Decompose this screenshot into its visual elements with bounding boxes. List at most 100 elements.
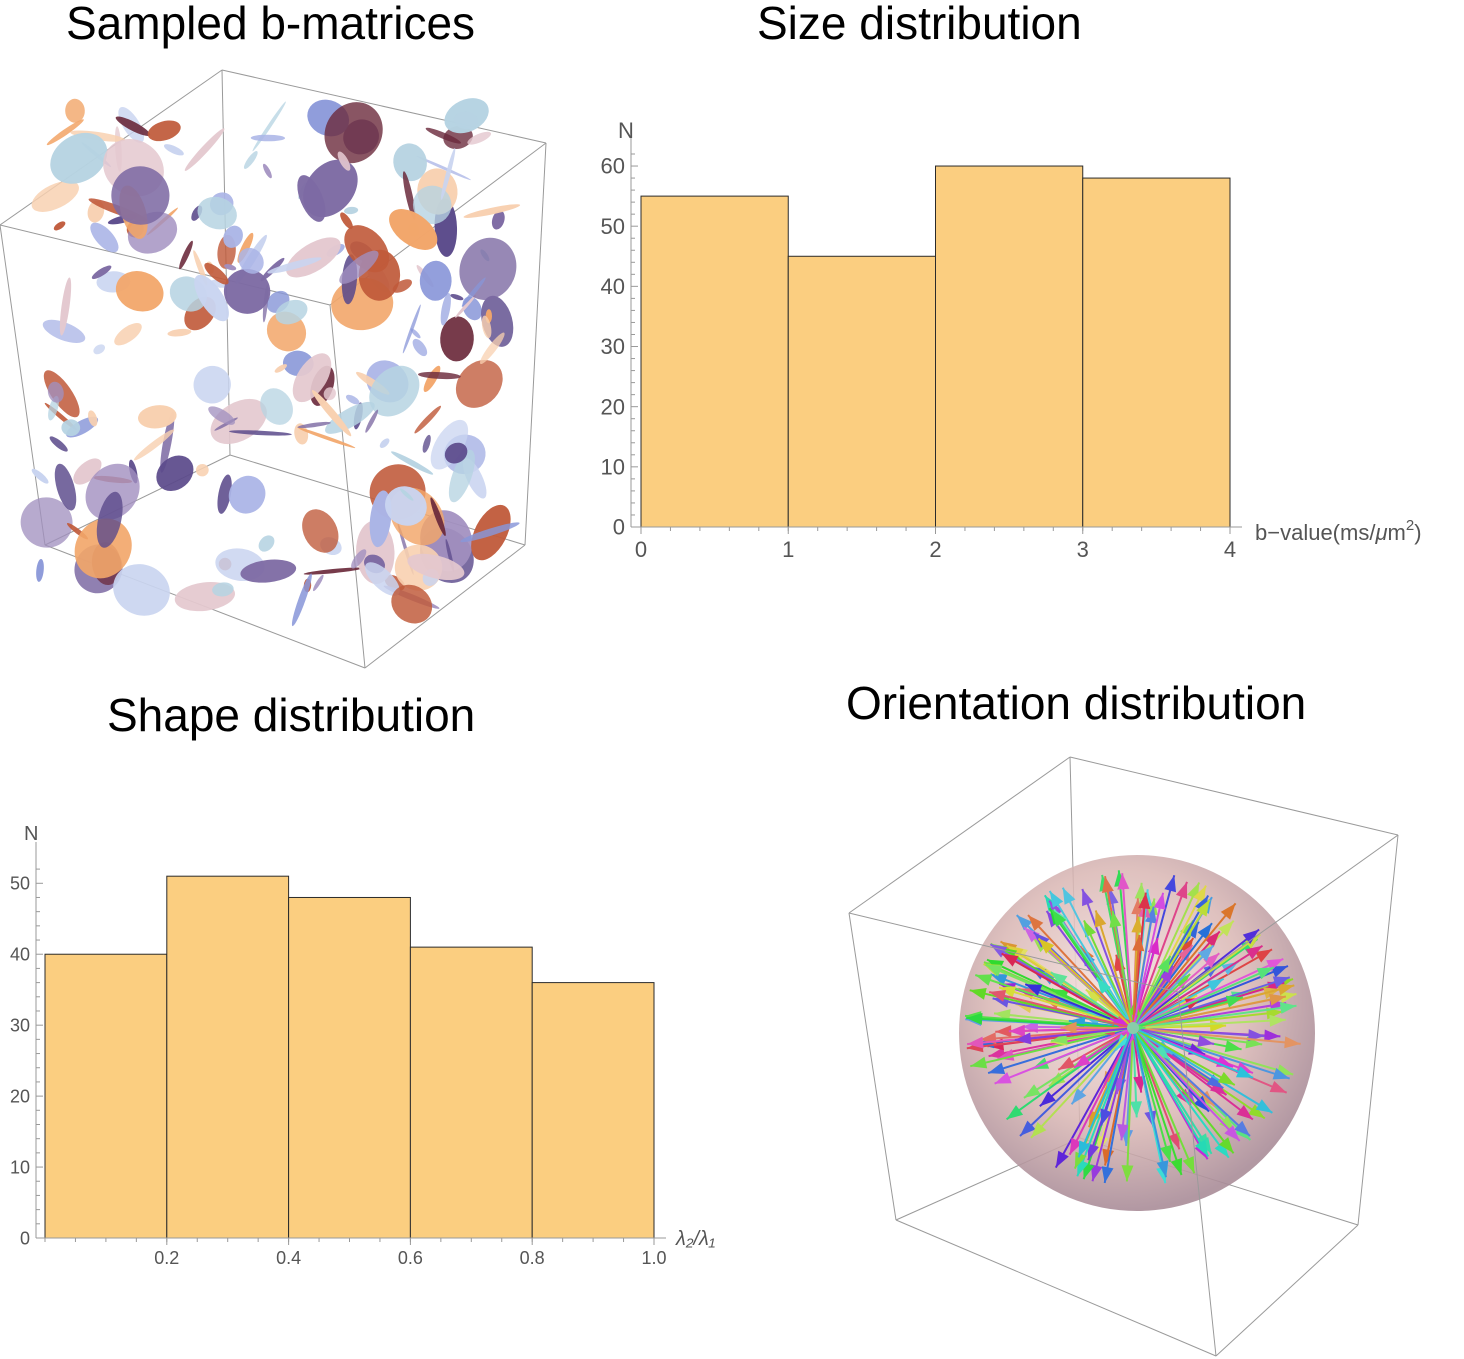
orientation-vector-shaft xyxy=(1132,995,1287,1029)
ellipsoid-glyph xyxy=(303,567,363,575)
shape-bar-4 xyxy=(531,982,655,1239)
ellipsoid-glyph xyxy=(197,196,237,230)
ellipsoid-glyphs xyxy=(20,98,521,627)
orientation-vector-shaft xyxy=(1120,1027,1134,1141)
orientation-vector-head xyxy=(969,988,987,1000)
orientation-vector-head xyxy=(1272,1068,1290,1080)
ellipsoid-glyph xyxy=(419,260,452,301)
orientation-vector-shaft xyxy=(1132,966,1275,1029)
orientation-vector-head xyxy=(1255,1099,1273,1113)
orientation-vector-head xyxy=(1224,1125,1240,1141)
shape-title: Shape distribution xyxy=(107,689,476,741)
orientation-vector-head xyxy=(1170,1157,1183,1175)
orientation-vector-head xyxy=(1217,1071,1235,1085)
orientation-vector-head xyxy=(1159,966,1174,983)
orientation-vector-shaft xyxy=(966,1017,1134,1029)
orientation-vector-head xyxy=(1269,1014,1286,1027)
ellipsoid-glyph xyxy=(147,120,181,142)
ellipsoid-glyph xyxy=(453,111,479,130)
shape-bar-0 xyxy=(44,953,168,1239)
shape-y-tick-label: 30 xyxy=(10,1015,30,1035)
orientation-vector-shaft xyxy=(1132,882,1201,1029)
ellipsoid-glyph xyxy=(184,128,225,171)
orientation-vector-head xyxy=(1050,972,1068,987)
size-axes: 0 10 20 30 40 50 60 0 1 2 3 4 xyxy=(601,134,1242,562)
size-x-tick-label: 0 xyxy=(635,537,647,562)
ellipsoid-glyph xyxy=(389,209,438,250)
orientation-vector-head xyxy=(1197,1035,1215,1047)
orientation-vector-head xyxy=(1014,1032,1032,1045)
orientation-vector-head xyxy=(966,1012,983,1025)
orientation-vector-head xyxy=(1062,887,1076,905)
ellipsoid-glyph xyxy=(49,436,68,452)
ellipsoid-glyph xyxy=(297,175,326,222)
orientation-vector-head xyxy=(988,1062,1006,1074)
shape-x-tick-label: 1.0 xyxy=(641,1248,666,1268)
orientation-vector-shaft xyxy=(1132,1027,1196,1174)
orientation-vector-head xyxy=(1272,976,1290,988)
orientation-vector-head xyxy=(995,1025,1012,1038)
orientation-vector-head xyxy=(1028,915,1044,931)
orientation-vector-head xyxy=(1193,885,1206,903)
orientation-vector-head xyxy=(1131,898,1144,915)
orientation-vector-head xyxy=(1236,1066,1254,1078)
ellipsoid-glyph xyxy=(113,564,170,616)
ellipsoid-glyph xyxy=(61,419,81,437)
shape-bar-1 xyxy=(166,875,290,1239)
ellipsoid-glyph xyxy=(339,250,379,284)
orientation-vector-head xyxy=(1038,938,1055,954)
shape-axes: 0 10 20 30 40 50 0.2 0.4 0.6 0.8 1.0 xyxy=(10,842,667,1268)
orientation-vector-head xyxy=(1132,934,1145,952)
ellipsoid-glyph xyxy=(461,277,486,307)
orientation-vector-shaft xyxy=(1103,1027,1134,1184)
orientation-vector-head xyxy=(1049,891,1064,908)
orientation-vector-head xyxy=(1074,1053,1091,1068)
ellipsoid-glyph xyxy=(430,497,446,537)
orientation-vector-head xyxy=(1245,945,1263,960)
size-y-tick-label: 50 xyxy=(601,214,625,239)
ellipsoid-glyph xyxy=(479,332,505,365)
orientation-vector-head xyxy=(1204,931,1220,948)
orientation-vector-head xyxy=(1174,974,1191,990)
shape-x-tick-label: 0.2 xyxy=(154,1248,179,1268)
ellipsoid-glyph xyxy=(134,429,175,461)
ellipsoid-glyph xyxy=(223,225,243,248)
orientation-vector-head xyxy=(1225,995,1243,1008)
ellipsoid-glyph xyxy=(407,553,465,581)
orientation-vector-head xyxy=(990,974,1008,986)
ellipsoid-glyph xyxy=(364,562,400,596)
ellipsoid-glyph xyxy=(91,265,112,280)
orientation-vector-head xyxy=(970,1056,988,1069)
orientation-vector-shaft xyxy=(1132,1004,1297,1029)
ellipsoid-glyph xyxy=(59,277,72,336)
ellipsoid-glyph xyxy=(258,535,275,552)
size-xlabel: b−value(ms/μm2) xyxy=(1255,517,1422,545)
orientation-vector-head xyxy=(1008,1024,1025,1037)
orientation-vector-head xyxy=(1157,956,1171,973)
shape-x-tick-label: 0.4 xyxy=(276,1248,301,1268)
orientation-vector-head xyxy=(1269,1081,1287,1093)
orientation-vector-head xyxy=(1058,1056,1076,1070)
orientation-vector-shaft xyxy=(1132,977,1225,1029)
orientation-vector-head xyxy=(1269,993,1286,1006)
orientation-vector-head xyxy=(1206,1074,1224,1089)
orientation-vector-head xyxy=(1198,945,1214,962)
orientation-vector-head xyxy=(1087,1143,1099,1161)
ellipsoid-glyph xyxy=(115,271,164,312)
orientation-vector-head xyxy=(1023,927,1040,943)
size-bar-3 xyxy=(1082,177,1231,528)
size-y-tick-label: 40 xyxy=(601,274,625,299)
orientation-vector-head xyxy=(1001,953,1019,967)
orientation-vector-head xyxy=(1023,1084,1041,1098)
orientation-vector-shaft xyxy=(1061,887,1134,1029)
orientation-title: Orientation distribution xyxy=(846,677,1307,729)
ellipsoid-glyph xyxy=(410,328,421,339)
ellipsoid-glyph xyxy=(267,257,322,274)
orientation-vector-shaft xyxy=(1132,944,1264,1029)
size-x-tick-label: 3 xyxy=(1077,537,1089,562)
ellipsoid-glyph xyxy=(440,292,451,326)
orientation-vector-head xyxy=(1279,1002,1297,1014)
size-bar-1 xyxy=(787,255,936,528)
orientation-vector-head xyxy=(1270,966,1288,978)
